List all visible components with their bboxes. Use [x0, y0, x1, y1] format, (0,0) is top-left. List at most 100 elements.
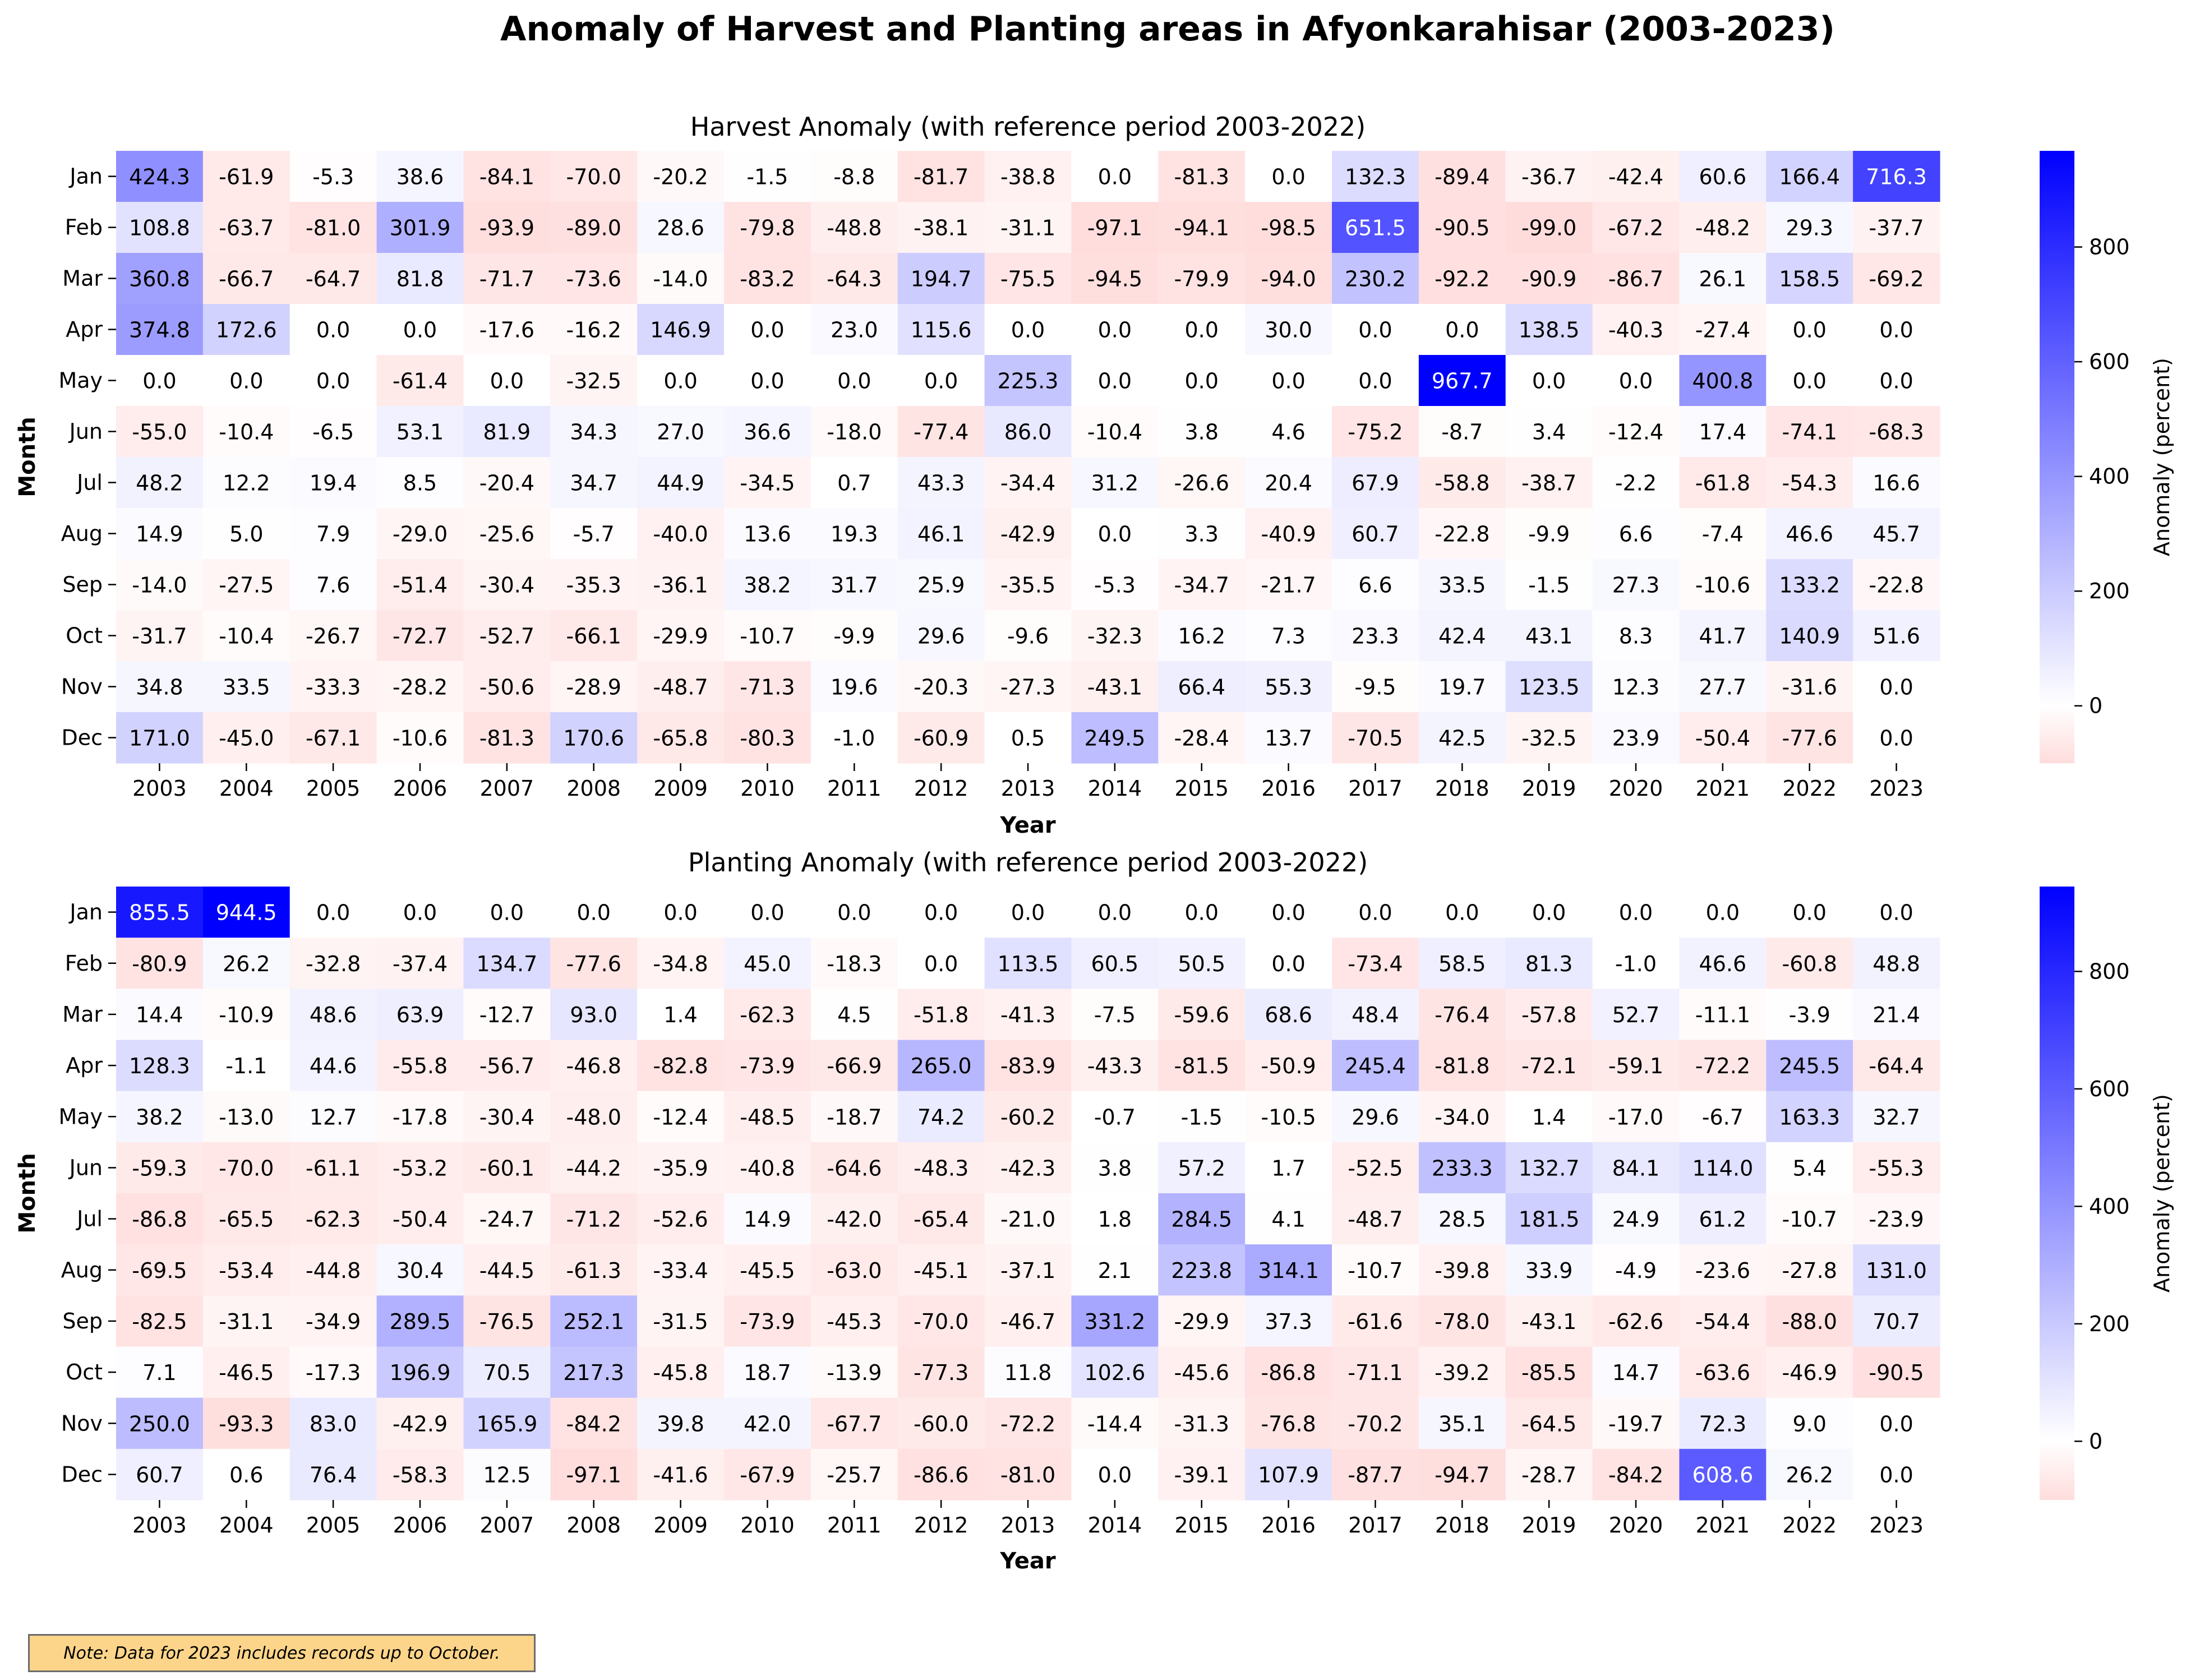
cell-value-label: 4.1: [1271, 1207, 1305, 1232]
cell-value-label: -48.3: [914, 1156, 969, 1180]
heatmap-cell: [550, 1142, 638, 1194]
heatmap-cell: [1766, 887, 1853, 938]
cell-value-label: -79.9: [1174, 267, 1229, 292]
cell-value-label: -42.3: [1000, 1156, 1055, 1180]
heatmap-cell: [1245, 355, 1332, 407]
heatmap-cell: [810, 406, 898, 458]
cell-value-label: -19.7: [1608, 1411, 1663, 1436]
cell-value-label: 0.0: [142, 369, 176, 394]
heatmap-cell: [637, 457, 725, 509]
cell-value-label: -31.5: [653, 1309, 708, 1334]
cell-value-label: -45.0: [219, 726, 274, 751]
heatmap-cell: [1766, 253, 1853, 304]
heatmap-cell: [1766, 1091, 1853, 1143]
cell-value-label: -70.0: [566, 165, 621, 190]
heatmap-cell: [550, 1091, 638, 1143]
heatmap-cell: [550, 887, 638, 938]
cell-value-label: -90.5: [1869, 1360, 1924, 1385]
cell-value-label: 30.0: [1265, 318, 1312, 343]
heatmap-cell: [1592, 151, 1680, 202]
heatmap-cell: [1766, 151, 1853, 202]
heatmap-cell: [202, 1397, 290, 1450]
heatmap-cell: [1679, 151, 1767, 202]
x-tick-label: 2007: [479, 776, 534, 801]
colorbar-tick-label: 400: [2089, 1194, 2130, 1219]
cell-value-label: 0.0: [837, 901, 871, 925]
heatmap-cell: [1158, 1193, 1246, 1245]
cell-value-label: -69.2: [1869, 267, 1924, 292]
heatmap-cell: [1071, 406, 1159, 458]
heatmap-cell: [1766, 559, 1853, 611]
cell-value-label: -70.2: [1348, 1411, 1403, 1436]
heatmap-cell: [1592, 1091, 1680, 1143]
heatmap-cell: [810, 1091, 898, 1143]
cell-value-label: 0.0: [750, 318, 784, 343]
x-tick-label: 2005: [306, 1513, 361, 1538]
cell-value-label: 967.7: [1432, 369, 1493, 394]
x-tick-label: 2020: [1609, 776, 1663, 801]
cell-value-label: -66.9: [827, 1054, 882, 1078]
cell-value-label: 23.3: [1352, 624, 1399, 649]
cell-value-label: 716.3: [1866, 165, 1927, 190]
cell-value-label: -78.0: [1435, 1309, 1489, 1334]
cell-value-label: -1.5: [1528, 573, 1570, 598]
heatmap-cell: [1505, 406, 1593, 458]
cell-value-label: -33.3: [306, 675, 361, 700]
cell-value-label: -76.4: [1435, 1003, 1489, 1027]
cell-value-label: 0.7: [837, 471, 871, 496]
cell-value-label: -45.8: [653, 1360, 708, 1385]
heatmap-cell: [724, 1040, 811, 1092]
heatmap-cell: [1679, 712, 1767, 764]
cell-value-label: -48.0: [566, 1105, 621, 1129]
heatmap-cell: [1766, 1397, 1853, 1450]
cell-value-label: 31.2: [1091, 471, 1139, 496]
cell-value-label: -99.0: [1521, 216, 1576, 241]
heatmap-cell: [897, 1346, 985, 1399]
cell-value-label: -70.0: [914, 1309, 969, 1334]
heatmap-cell: [1679, 938, 1767, 989]
heatmap-cell: [1505, 887, 1593, 938]
heatmap-cell: [1853, 661, 1940, 713]
cell-value-label: -94.5: [1087, 267, 1142, 292]
heatmap-cell: [1766, 508, 1853, 560]
x-tick-label: 2013: [1001, 776, 1055, 801]
heatmap-cell: [463, 1193, 551, 1245]
cell-value-label: 45.0: [744, 952, 791, 976]
heatmap-cell: [289, 559, 377, 611]
heatmap-cell: [637, 304, 725, 356]
heatmap-cell: [463, 989, 551, 1041]
heatmap-cell: [724, 989, 811, 1041]
cell-value-label: 0.0: [1271, 952, 1305, 976]
heatmap-cell: [1158, 938, 1246, 989]
cell-value-label: 19.4: [310, 471, 357, 496]
cell-value-label: -35.3: [566, 573, 621, 598]
cell-value-label: -32.3: [1087, 624, 1142, 649]
heatmap-cell: [202, 661, 290, 713]
heatmap-cell: [1679, 1193, 1767, 1245]
heatmap-cell: [1418, 938, 1506, 989]
cell-value-label: -5.3: [1094, 573, 1136, 598]
cell-value-label: -81.8: [1435, 1054, 1489, 1078]
cell-value-label: -43.1: [1521, 1309, 1576, 1334]
y-tick-label: Jun: [68, 419, 103, 444]
heatmap-cell: [1418, 304, 1506, 356]
colorbar-tick-label: 400: [2089, 464, 2130, 489]
heatmap-cell: [1245, 508, 1332, 560]
y-tick-label: Nov: [61, 1411, 103, 1436]
cell-value-label: -62.3: [740, 1003, 795, 1027]
heatmap-cell: [1158, 1295, 1246, 1347]
heatmap-cell: [897, 1448, 985, 1501]
heatmap-cell: [376, 1346, 464, 1399]
colorbar-label: Anomaly (percent): [2150, 1094, 2174, 1293]
cell-value-label: -84.2: [566, 1411, 621, 1436]
heatmap-cell: [550, 610, 638, 662]
x-tick-label: 2018: [1435, 776, 1489, 801]
cell-value-label: 25.9: [917, 573, 965, 598]
heatmap-cell: [1071, 508, 1159, 560]
cell-value-label: 93.0: [570, 1003, 617, 1027]
heatmap-cell: [1332, 661, 1419, 713]
heatmap-cell: [1332, 1244, 1419, 1296]
cell-value-label: -72.7: [393, 624, 448, 649]
cell-value-label: 29.6: [917, 624, 965, 649]
cell-value-label: 0.0: [1879, 726, 1913, 751]
